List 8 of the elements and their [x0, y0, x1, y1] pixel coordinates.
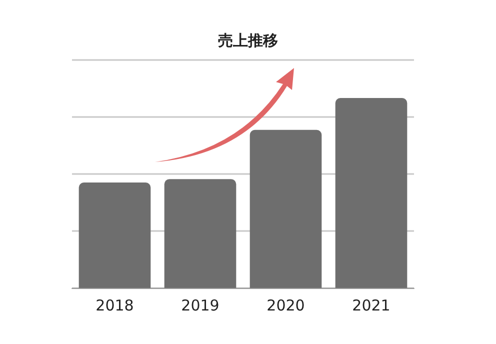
chart-title: 売上推移: [218, 32, 278, 50]
x-tick-label: 2021: [352, 296, 390, 314]
x-tick-label: 2019: [181, 296, 220, 314]
bar: [335, 98, 408, 288]
bar: [164, 179, 236, 288]
x-tick-label: 2020: [266, 296, 305, 314]
bar: [78, 182, 151, 288]
x-tick-label: 2018: [96, 296, 134, 314]
